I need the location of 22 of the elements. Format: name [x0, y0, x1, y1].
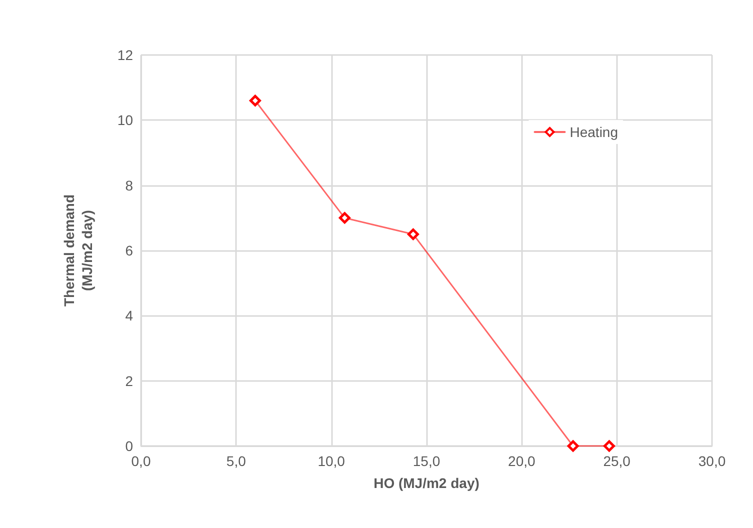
x-tick-label: 20,0: [508, 453, 536, 469]
x-tick-label: 30,0: [698, 453, 726, 469]
y-tick-label: 10: [117, 112, 134, 128]
y-tick-label: 2: [125, 372, 134, 389]
y-axis-title: Thermal demand (MJ/m2 day): [61, 194, 95, 307]
point: [603, 440, 615, 452]
point: [567, 440, 579, 452]
y-tick-label: 4: [125, 308, 134, 324]
point: [407, 228, 419, 240]
x-axis-title: HO (MJ/m2 day): [374, 475, 480, 491]
point: [338, 212, 350, 224]
legend-label: Heating: [570, 124, 618, 140]
y-tick-label: 12: [117, 47, 134, 63]
x-tick-label: 10,0: [318, 453, 346, 469]
point: [249, 94, 261, 106]
x-tick-label: 25,0: [603, 453, 631, 469]
x-tick-label: 5,0: [226, 453, 246, 469]
y-tick-label: 6: [125, 242, 134, 258]
y-tick-label: 0: [125, 438, 134, 454]
y-tick-label: 8: [125, 177, 134, 194]
x-tick-label: 15,0: [412, 453, 440, 469]
x-tick-label: 0,0: [131, 453, 151, 469]
